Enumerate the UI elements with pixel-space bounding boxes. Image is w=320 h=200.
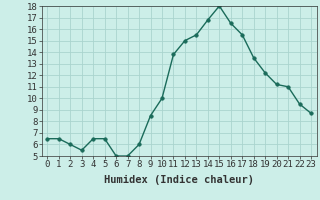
X-axis label: Humidex (Indice chaleur): Humidex (Indice chaleur) — [104, 175, 254, 185]
